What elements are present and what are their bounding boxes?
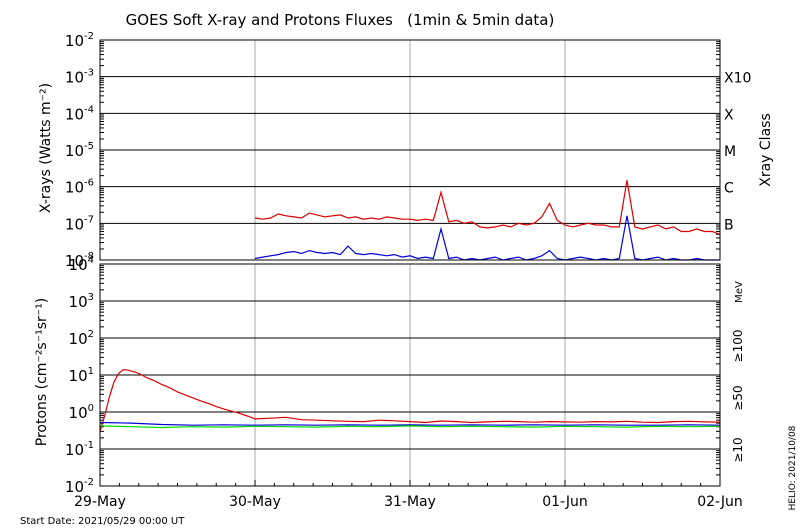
protons-legend-label: ≥10 — [731, 437, 745, 462]
xray-y-tick-base: 10 — [65, 69, 84, 87]
protons-y-axis-label: Protons (cm⁻²s⁻¹sr⁻¹) — [34, 298, 50, 447]
protons-panel: Protons (cm⁻²s⁻¹sr⁻¹) MeV 10410310210110… — [34, 255, 745, 496]
xray-y-tick-base: 10 — [65, 142, 84, 160]
xray-y-tick-base: 10 — [65, 215, 84, 233]
xray-y-axis-label: X-rays (Watts m⁻²) — [38, 83, 54, 213]
xray-y-tick-label: 10-3 — [65, 68, 94, 87]
x-tick-label: 30-May — [229, 494, 281, 510]
x-axis-ticks: 29-May 30-May 31-May 01-Jun 02-Jun — [74, 480, 743, 510]
xray-panel: X-rays (Watts m⁻²) Xray Class 10-210-310… — [38, 31, 774, 270]
xray-y-tick-base: 10 — [65, 32, 84, 50]
x-tick-label: 02-Jun — [697, 494, 743, 510]
protons-y-tick-label: 10-2 — [65, 477, 94, 496]
protons-y-tick-exp: -2 — [84, 477, 94, 488]
protons-y-tick-base: 10 — [69, 404, 88, 422]
protons-y-tick-label: 101 — [69, 366, 94, 385]
xray-y-tick-base: 10 — [65, 105, 84, 123]
chart-title: GOES Soft X-ray and Protons Fluxes (1min… — [126, 11, 555, 29]
protons-series-line — [99, 368, 721, 432]
xray-y-tick-exp: -8 — [84, 251, 94, 262]
xray-y-tick-label: 10-2 — [65, 31, 94, 50]
xray-y-tick-base: 10 — [65, 179, 84, 197]
xray-y-tick-exp: -7 — [84, 214, 94, 225]
protons-y-tick-exp: 3 — [88, 292, 94, 303]
protons-y-tick-label: 100 — [69, 403, 94, 422]
protons-y-tick-exp: 1 — [88, 366, 94, 377]
protons-y-tick-exp: 0 — [88, 403, 94, 414]
protons-series-line — [99, 421, 721, 426]
protons-y-tick-label: 10-1 — [65, 440, 94, 459]
xray-y-tick-label: 10-8 — [65, 251, 94, 270]
xray-y-tick-exp: -2 — [84, 31, 94, 42]
xray-plot-frame — [99, 39, 721, 261]
xray-class-axis-label: Xray Class — [758, 113, 774, 187]
helio-stamp: HELIO: 2021/10/08 — [788, 425, 798, 510]
xray-y-tick-base: 10 — [65, 252, 84, 270]
xray-y-tick-exp: -6 — [84, 178, 94, 189]
xray-y-tick-exp: -4 — [84, 104, 94, 115]
xray-y-tick-label: 10-7 — [65, 214, 94, 233]
xray-class-label: X10 — [724, 71, 751, 87]
xray-y-tick-label: 10-4 — [65, 104, 94, 123]
xray-y-tick-exp: -5 — [84, 141, 94, 152]
protons-y-tick-base: 10 — [69, 256, 88, 274]
protons-y-tick-exp: 4 — [88, 255, 94, 266]
protons-y-tick-base: 10 — [69, 330, 88, 348]
protons-legend-label: ≥50 — [731, 385, 745, 410]
xray-y-tick-label: 10-5 — [65, 141, 94, 160]
protons-legend-label: ≥100 — [731, 330, 745, 363]
protons-unit-label: MeV — [734, 281, 745, 303]
xray-series-line — [254, 215, 720, 261]
xray-y-tick-exp: -3 — [84, 68, 94, 79]
xray-class-label: M — [724, 144, 736, 160]
protons-y-tick-base: 10 — [65, 441, 84, 459]
xray-class-label: X — [724, 107, 734, 123]
protons-y-tick-label: 104 — [69, 255, 94, 274]
protons-series-line — [99, 425, 721, 429]
start-date-label: Start Date: 2021/05/29 00:00 UT — [20, 516, 185, 527]
protons-y-tick-base: 10 — [69, 293, 88, 311]
protons-y-tick-label: 103 — [69, 292, 94, 311]
protons-y-tick-label: 102 — [69, 329, 94, 348]
protons-y-tick-base: 10 — [65, 478, 84, 496]
xray-class-label: C — [724, 181, 734, 197]
xray-series-line — [254, 180, 721, 235]
x-tick-label: 29-May — [74, 494, 126, 510]
protons-y-tick-base: 10 — [69, 367, 88, 385]
xray-class-label: B — [724, 217, 734, 233]
x-tick-label: 31-May — [384, 494, 436, 510]
protons-y-tick-exp: -1 — [84, 440, 94, 451]
xray-y-tick-label: 10-6 — [65, 178, 94, 197]
x-tick-label: 01-Jun — [542, 494, 588, 510]
protons-y-tick-exp: 2 — [88, 329, 94, 340]
